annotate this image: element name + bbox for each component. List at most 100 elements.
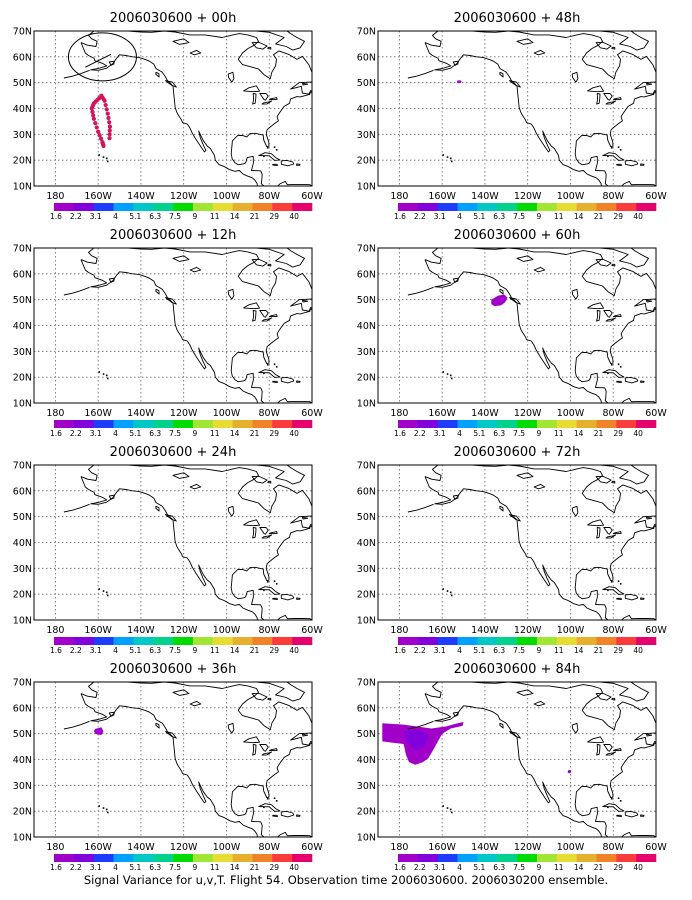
- lat-tick-label: 40N: [357, 755, 376, 766]
- colorbar-label: 3.1: [434, 646, 446, 655]
- lat-tick-label: 20N: [13, 807, 32, 818]
- colorbar-label: 7.5: [513, 863, 525, 872]
- colorbar-label: 40: [633, 646, 643, 655]
- colorbar-swatch: [232, 854, 253, 862]
- map-panel-00h: 2006030600 + 00h 10N 20N 30N 40N 50N 60N 70N 180…: [13, 11, 324, 221]
- colorbar-label: 11: [554, 863, 564, 872]
- colorbar-swatch: [272, 854, 293, 862]
- lon-tick-label: 60W: [645, 408, 667, 419]
- lon-tick-label: 120W: [514, 842, 542, 853]
- map-frame: [377, 247, 657, 404]
- colorbar: 1.6 2.2 3.1 4 5.1 6.3 7.5 9 11 14 21 29 40: [50, 420, 313, 438]
- colorbar-label: 9: [193, 212, 198, 221]
- colorbar-label: 6.3: [493, 863, 505, 872]
- colorbar-swatch: [417, 637, 438, 645]
- colorbar-label: 29: [614, 429, 624, 438]
- colorbar-label: 5.1: [129, 863, 141, 872]
- colorbar-swatch: [252, 637, 273, 645]
- colorbar-label: 40: [289, 646, 299, 655]
- colorbar-swatch: [54, 420, 75, 428]
- colorbar-swatch: [398, 854, 419, 862]
- colorbar-label: 2.2: [70, 212, 82, 221]
- colorbar-label: 11: [210, 429, 220, 438]
- panel-title: 2006030600 + 48h: [454, 11, 581, 26]
- lon-tick-label: 60W: [645, 625, 667, 636]
- colorbar-label: 21: [250, 646, 260, 655]
- variance-fields: [93, 727, 104, 735]
- lon-tick-label: 60W: [301, 191, 323, 202]
- lat-tick-label: 20N: [13, 590, 32, 601]
- lon-tick-label: 180: [390, 842, 408, 853]
- colorbar-label: 21: [250, 212, 260, 221]
- colorbar-swatch: [54, 854, 75, 862]
- lon-tick-label: 100W: [213, 408, 241, 419]
- lon-tick-label: 100W: [557, 191, 585, 202]
- lat-tick-label: 60N: [357, 486, 376, 497]
- colorbar-label: 21: [250, 863, 260, 872]
- observation-dot: [103, 102, 108, 108]
- figure-caption: Signal Variance for u,v,T. Flight 54. Ob…: [83, 873, 609, 887]
- lat-tick-label: 20N: [13, 156, 32, 167]
- variance-blob: [457, 80, 462, 84]
- lat-tick-label: 70N: [357, 27, 376, 38]
- lat-tick-label: 60N: [13, 52, 32, 63]
- colorbar-label: 6.3: [149, 646, 161, 655]
- lon-tick-label: 100W: [213, 842, 241, 853]
- lon-tick-label: 160W: [84, 625, 112, 636]
- grid-lines: [34, 31, 312, 186]
- colorbar-label: 1.6: [394, 429, 406, 438]
- flight-leg-line: [85, 53, 112, 68]
- lon-tick-label: 140W: [127, 191, 155, 202]
- panel-title: 2006030600 + 60h: [454, 228, 581, 243]
- colorbar-swatch: [596, 637, 617, 645]
- colorbar-swatch: [73, 203, 94, 211]
- observation-dot: [97, 133, 102, 138]
- lat-tick-label: 10N: [13, 182, 32, 193]
- lon-tick-label: 140W: [471, 842, 499, 853]
- lon-tick-label: 120W: [170, 408, 198, 419]
- colorbar-label: 2.2: [414, 646, 426, 655]
- variance-blob-core: [403, 730, 430, 751]
- colorbar-label: 4: [113, 863, 118, 872]
- observation-dot: [107, 120, 112, 125]
- colorbar-label: 5.1: [129, 212, 141, 221]
- colorbar-swatch: [54, 637, 75, 645]
- colorbar-swatch: [556, 637, 577, 645]
- coastline: [63, 248, 312, 403]
- colorbar-swatch: [497, 203, 518, 211]
- colorbar-label: 4: [457, 863, 462, 872]
- panel-title: 2006030600 + 24h: [110, 445, 237, 460]
- lon-tick-label: 100W: [213, 191, 241, 202]
- lat-tick-label: 30N: [357, 347, 376, 358]
- colorbar-label: 7.5: [169, 863, 181, 872]
- colorbar-label: 5.1: [129, 429, 141, 438]
- panel-title: 2006030600 + 36h: [110, 662, 237, 677]
- lat-tick-label: 70N: [357, 678, 376, 689]
- lat-tick-label: 20N: [357, 590, 376, 601]
- lat-tick-label: 60N: [357, 52, 376, 63]
- lat-tick-label: 50N: [357, 78, 376, 89]
- colorbar-swatch: [133, 854, 154, 862]
- observation-dot: [104, 107, 109, 112]
- colorbar-swatch: [556, 854, 577, 862]
- colorbar-swatch: [616, 203, 637, 211]
- colorbar-swatch: [272, 420, 293, 428]
- lon-tick-label: 80W: [258, 625, 280, 636]
- colorbar-swatch: [212, 203, 233, 211]
- colorbar-label: 3.1: [90, 212, 102, 221]
- colorbar-label: 1.6: [394, 863, 406, 872]
- lon-tick-label: 140W: [471, 408, 499, 419]
- colorbar-label: 40: [289, 212, 299, 221]
- lon-tick-label: 120W: [514, 191, 542, 202]
- colorbar-swatch: [192, 854, 214, 862]
- grid-lines: [34, 248, 312, 403]
- panel-title: 2006030600 + 00h: [110, 11, 237, 26]
- lon-tick-label: 160W: [428, 842, 456, 853]
- colorbar-label: 3.1: [90, 429, 102, 438]
- lon-tick-label: 60W: [301, 842, 323, 853]
- colorbar-label: 6.3: [493, 212, 505, 221]
- colorbar-swatch: [232, 203, 253, 211]
- colorbar-label: 1.6: [50, 212, 62, 221]
- grid-lines: [378, 465, 656, 620]
- colorbar-swatch: [153, 420, 174, 428]
